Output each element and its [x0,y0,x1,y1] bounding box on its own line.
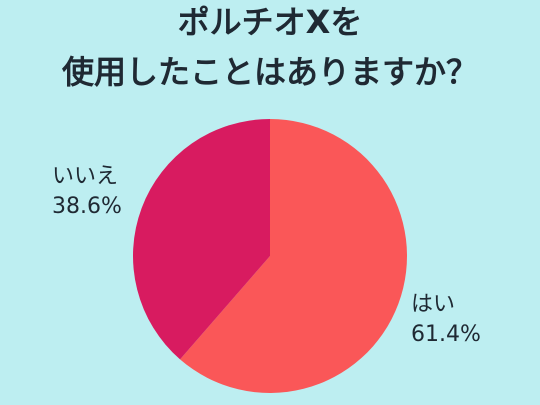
slice-label-iie-name: いいえ [52,164,119,189]
pie-slice-iie [132,119,270,360]
slice-label-iie: いいえ 38.6% [52,162,122,222]
slice-label-hai: はい 61.4% [411,290,481,350]
chart-title-line-1: ポルチオXを [177,3,363,41]
slice-label-hai-value: 61.4% [411,322,481,347]
chart-title-line-2: 使用したことはありますか？ [61,53,478,91]
slice-label-iie-value: 38.6% [52,194,122,219]
pie-slice-hai [180,119,407,393]
slice-label-hai-name: はい [411,292,456,317]
